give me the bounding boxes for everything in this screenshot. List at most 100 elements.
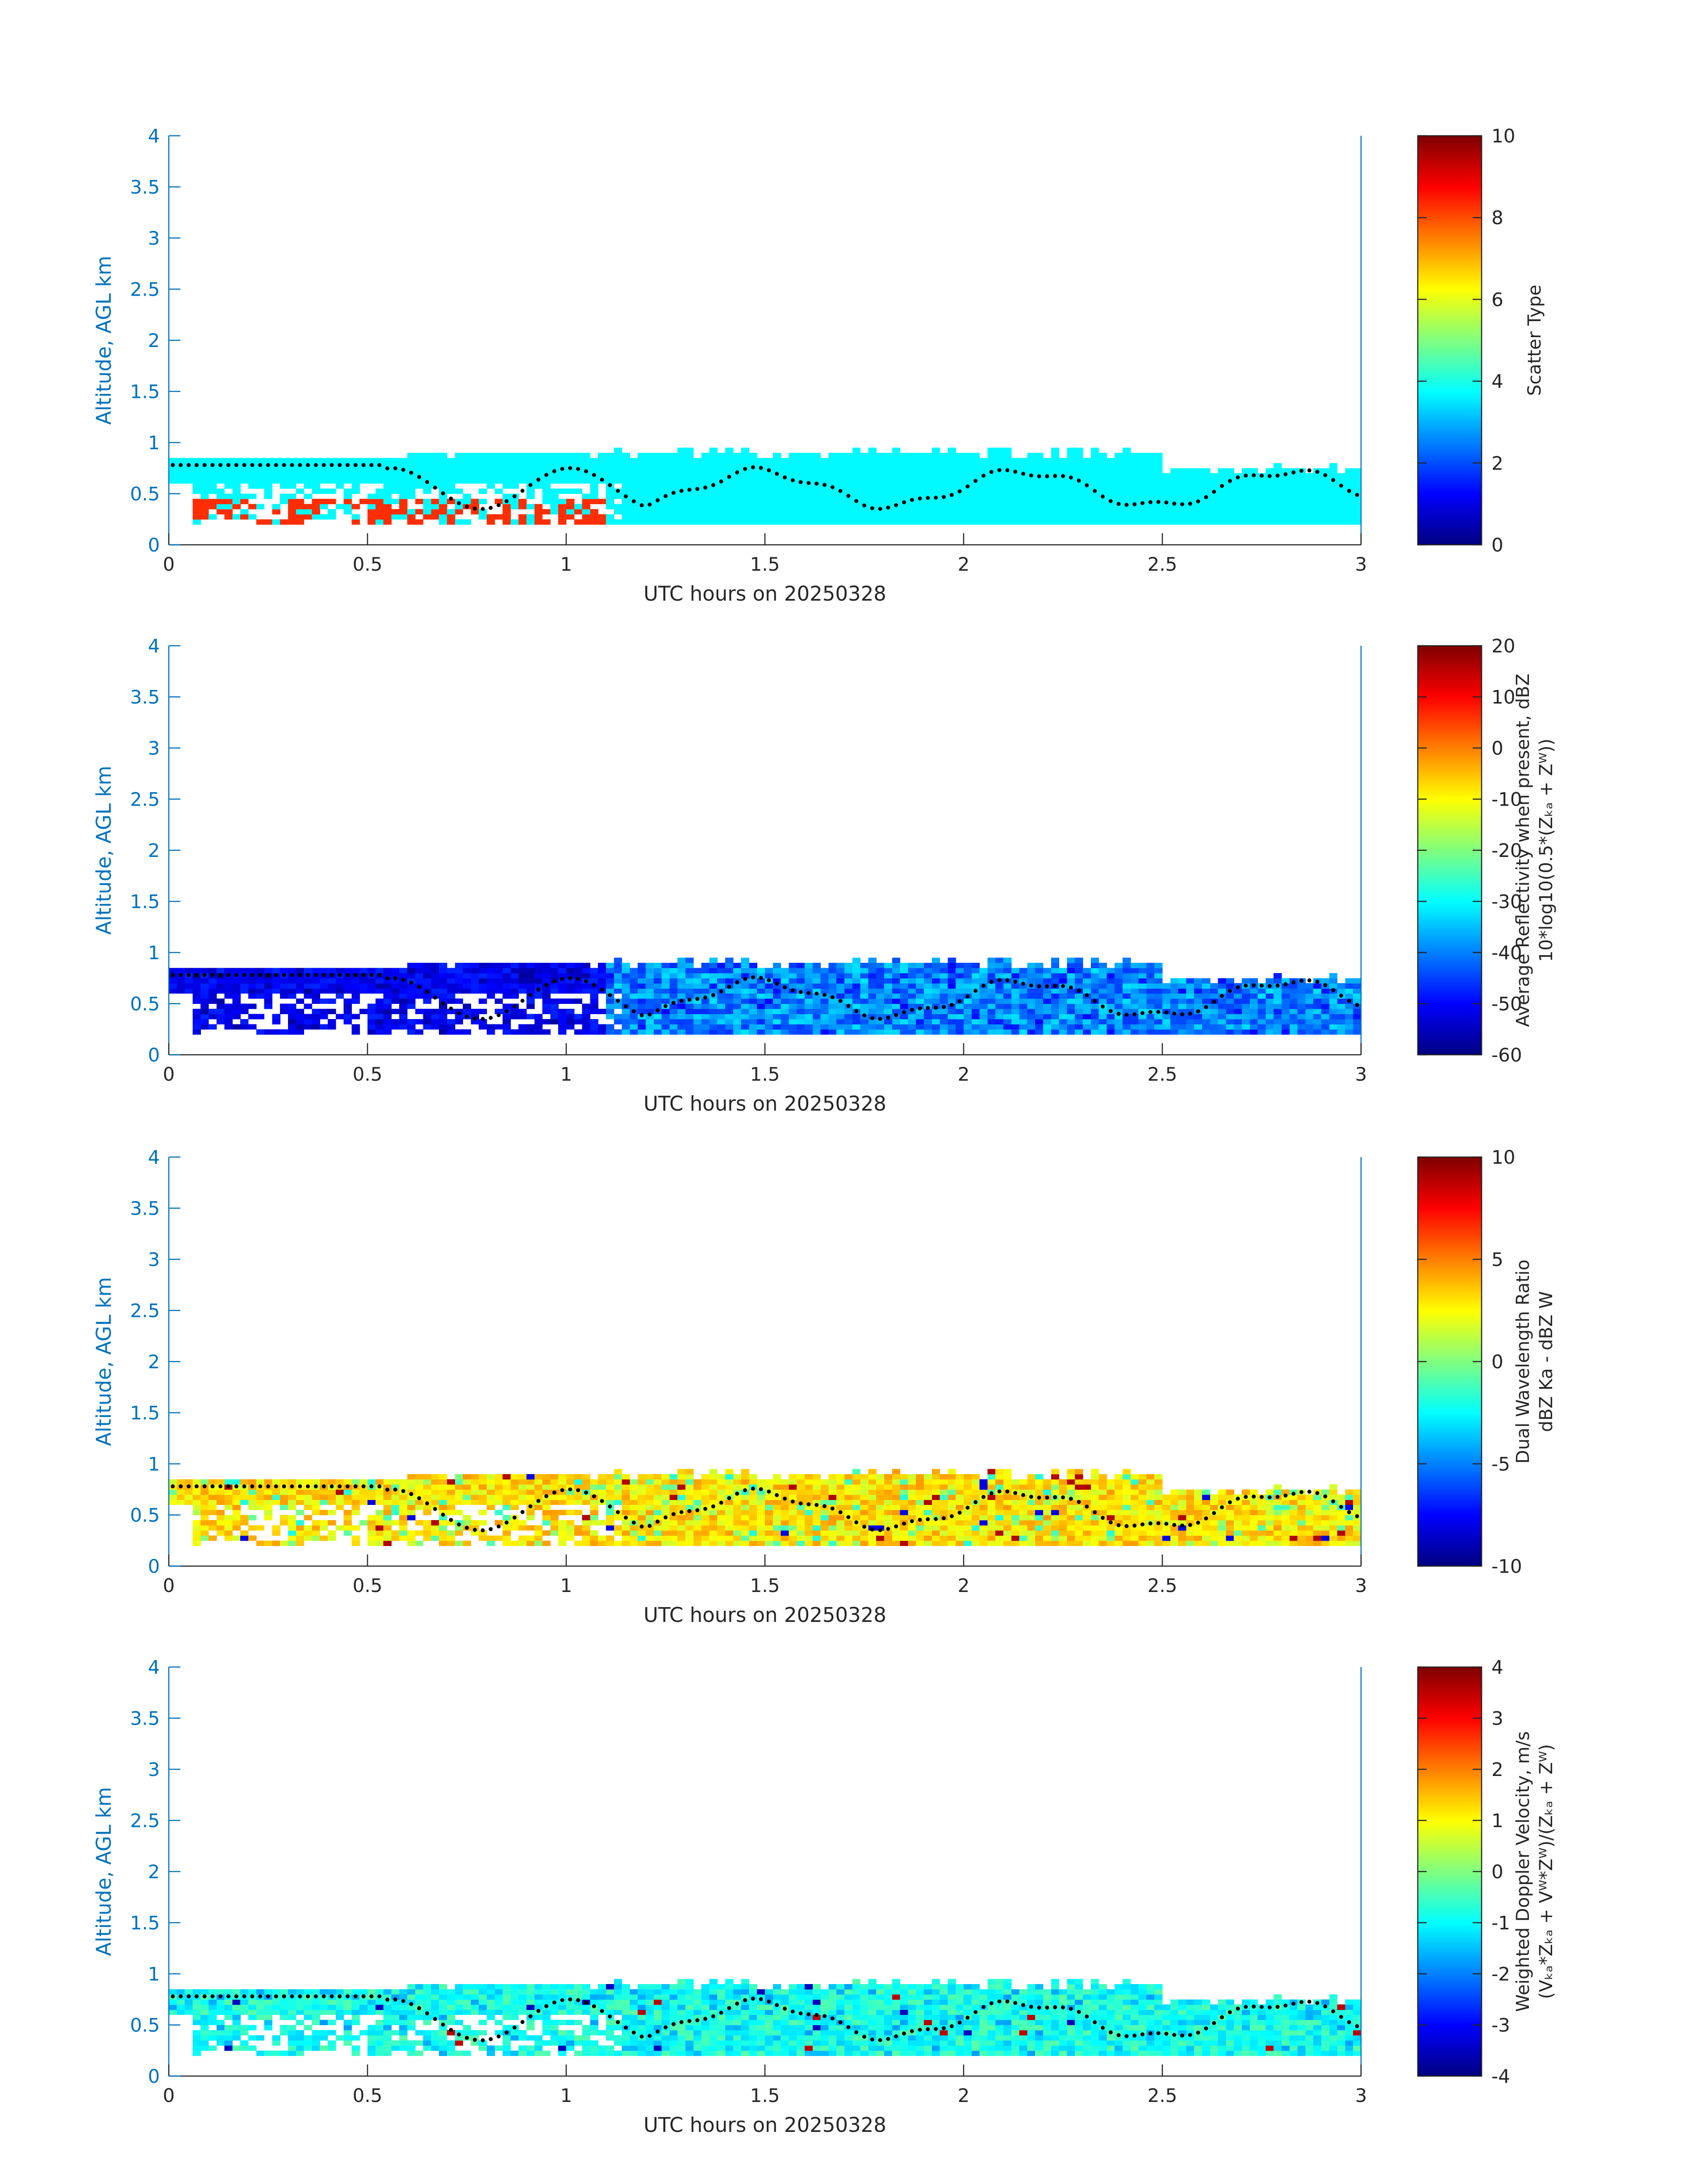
- heatmap-cell: [479, 498, 487, 504]
- heatmap-cell: [391, 1535, 400, 1541]
- heatmap-cell: [979, 483, 988, 489]
- colorbar-strip: [1418, 968, 1482, 971]
- heatmap-cell: [1162, 1024, 1171, 1030]
- heatmap-cell: [725, 463, 734, 468]
- overlay-dot: [1093, 999, 1097, 1003]
- heatmap-cell: [1154, 478, 1163, 484]
- heatmap-cell: [1297, 498, 1306, 504]
- heatmap-cell: [1274, 489, 1282, 494]
- heatmap-cell: [1059, 978, 1067, 984]
- heatmap-cell: [701, 468, 710, 474]
- heatmap-cell: [614, 452, 622, 458]
- y-axis-label: Altitude, AGL km: [92, 256, 116, 425]
- colorbar-strip: [1418, 1043, 1482, 1046]
- colorbar-strip: [1418, 759, 1482, 761]
- heatmap-cell: [216, 473, 225, 479]
- heatmap-cell: [1242, 999, 1250, 1004]
- overlay-dot: [457, 1011, 461, 1015]
- heatmap-cell: [494, 1474, 503, 1479]
- heatmap-cell: [995, 1024, 1004, 1030]
- colorbar-strip: [1418, 735, 1482, 737]
- heatmap-cell: [1059, 993, 1067, 999]
- heatmap-cell: [1098, 1029, 1107, 1035]
- colorbar-strip: [1418, 1007, 1482, 1009]
- heatmap-cell: [1249, 978, 1258, 984]
- heatmap-cell: [1194, 468, 1203, 474]
- heatmap-cell: [367, 988, 376, 994]
- heatmap-cell: [256, 983, 265, 989]
- colorbar-strip: [1418, 137, 1482, 139]
- colorbar-strip: [1418, 711, 1482, 714]
- heatmap-cell: [391, 978, 400, 984]
- heatmap-cell: [1019, 493, 1027, 499]
- heatmap-cell: [622, 468, 630, 474]
- heatmap-cell: [948, 978, 956, 984]
- heatmap-cell: [272, 1500, 280, 1505]
- heatmap-cell: [964, 1014, 972, 1020]
- heatmap-cell: [805, 968, 813, 974]
- heatmap-cell: [455, 1510, 464, 1516]
- heatmap-cell: [1123, 514, 1131, 520]
- heatmap-cell: [391, 478, 400, 484]
- heatmap-cell: [296, 519, 305, 525]
- heatmap-cell: [351, 1029, 360, 1035]
- colorbar-strip: [1418, 498, 1482, 501]
- heatmap-cell: [820, 999, 829, 1004]
- heatmap-cell: [1027, 1029, 1036, 1035]
- heatmap-cell: [820, 498, 829, 504]
- heatmap-cell: [1083, 1008, 1091, 1014]
- heatmap-cell: [995, 1014, 1004, 1020]
- heatmap-cell: [749, 968, 757, 974]
- heatmap-cell: [1035, 988, 1044, 994]
- heatmap-cell: [169, 473, 177, 479]
- heatmap-cell: [1265, 1029, 1274, 1035]
- heatmap-cell: [812, 1024, 821, 1030]
- heatmap-cell: [1027, 458, 1036, 464]
- colorbar-strip: [1418, 402, 1482, 405]
- heatmap-cell: [1011, 473, 1020, 479]
- heatmap-cell: [487, 968, 495, 974]
- colorbar-strip: [1418, 781, 1482, 784]
- heatmap-cell: [892, 468, 901, 474]
- heatmap-cell: [797, 463, 805, 468]
- heatmap-cell: [1003, 1003, 1012, 1009]
- colorbar-strip: [1418, 265, 1482, 267]
- heatmap-cell: [1115, 483, 1123, 489]
- heatmap-cell: [931, 473, 940, 479]
- colorbar-strip: [1418, 997, 1482, 999]
- heatmap-cell: [1107, 463, 1115, 468]
- heatmap-cell: [717, 1019, 726, 1024]
- heatmap-cell: [685, 468, 694, 474]
- heatmap-cell: [677, 447, 686, 453]
- heatmap-cell: [431, 478, 439, 484]
- heatmap-cell: [916, 504, 924, 510]
- heatmap-cell: [487, 458, 495, 464]
- heatmap-cell: [693, 1029, 702, 1035]
- heatmap-cell: [407, 493, 416, 499]
- heatmap-cell: [280, 983, 288, 989]
- heatmap-cell: [1098, 473, 1107, 479]
- heatmap-cell: [948, 478, 956, 484]
- heatmap-cell: [1067, 1008, 1075, 1014]
- heatmap-cell: [558, 478, 567, 484]
- heatmap-cell: [216, 1515, 225, 1521]
- heatmap-cell: [1075, 509, 1083, 514]
- heatmap-cell: [852, 1014, 861, 1020]
- heatmap-cell: [987, 483, 996, 489]
- heatmap-cell: [1027, 519, 1036, 525]
- heatmap-cell: [1090, 968, 1099, 974]
- heatmap-cell: [209, 1479, 217, 1485]
- heatmap-cell: [709, 1029, 718, 1035]
- heatmap-cell: [669, 504, 678, 510]
- heatmap-cell: [773, 504, 781, 510]
- heatmap-cell: [216, 1479, 225, 1485]
- heatmap-cell: [1107, 1024, 1115, 1030]
- colorbar-strip: [1418, 748, 1482, 750]
- colorbar-strip: [1418, 324, 1482, 326]
- heatmap-cell: [741, 983, 749, 989]
- overlay-dot: [1244, 983, 1248, 988]
- colorbar-strip: [1418, 721, 1482, 723]
- heatmap-cell: [304, 1504, 312, 1510]
- heatmap-cell: [979, 1008, 988, 1014]
- heatmap-cell: [487, 1029, 495, 1035]
